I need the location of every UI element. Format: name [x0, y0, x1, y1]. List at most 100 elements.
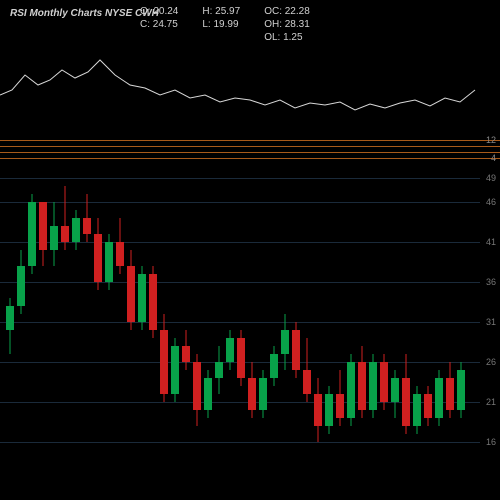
candle — [369, 170, 377, 490]
candle-body — [215, 362, 223, 378]
candle — [116, 170, 124, 490]
candle-body — [17, 266, 25, 306]
candle-body — [270, 354, 278, 378]
y-axis-label: 31 — [486, 317, 496, 327]
candle-body — [204, 378, 212, 410]
candle — [149, 170, 157, 490]
candle-body — [325, 394, 333, 426]
candle — [248, 170, 256, 490]
candle-body — [446, 378, 454, 410]
candle-body — [314, 394, 322, 426]
candle-body — [402, 378, 410, 426]
candle — [127, 170, 135, 490]
candle-body — [248, 378, 256, 410]
candle — [292, 170, 300, 490]
candle — [50, 170, 58, 490]
candle-body — [61, 226, 69, 242]
candle-body — [435, 378, 443, 418]
y-axis-label: 49 — [486, 173, 496, 183]
separator-line — [0, 146, 500, 147]
candle — [215, 170, 223, 490]
candle-body — [193, 362, 201, 410]
y-axis-label: 21 — [486, 397, 496, 407]
candle — [61, 170, 69, 490]
candle-body — [457, 370, 465, 410]
candle — [325, 170, 333, 490]
separator-label: 12 — [486, 135, 496, 145]
candle — [314, 170, 322, 490]
candle-body — [171, 346, 179, 394]
candle-body — [160, 330, 168, 394]
candle-body — [28, 202, 36, 266]
candle-body — [237, 338, 245, 378]
candle — [303, 170, 311, 490]
candle-body — [303, 370, 311, 394]
stat-c: C: 24.75 — [140, 19, 178, 30]
candle — [358, 170, 366, 490]
candle-body — [138, 274, 146, 322]
candle — [435, 170, 443, 490]
candle-body — [127, 266, 135, 322]
y-axis-label: 36 — [486, 277, 496, 287]
y-axis-label: 26 — [486, 357, 496, 367]
candle — [347, 170, 355, 490]
y-axis-label: 41 — [486, 237, 496, 247]
separator-line — [0, 140, 500, 141]
candle — [171, 170, 179, 490]
separator-line — [0, 158, 500, 159]
candle — [226, 170, 234, 490]
candle-body — [72, 218, 80, 242]
candlestick-series — [0, 170, 480, 490]
candle — [160, 170, 168, 490]
candle-body — [50, 226, 58, 250]
candle — [336, 170, 344, 490]
candle-body — [182, 346, 190, 362]
candle — [83, 170, 91, 490]
candle-body — [292, 330, 300, 370]
candle-body — [424, 394, 432, 418]
candle-body — [94, 234, 102, 282]
candle — [6, 170, 14, 490]
candle — [402, 170, 410, 490]
candle — [193, 170, 201, 490]
candle — [413, 170, 421, 490]
candle-body — [369, 362, 377, 410]
candle-body — [226, 338, 234, 362]
candle — [72, 170, 80, 490]
candle-body — [380, 362, 388, 402]
stat-oc: OC: 22.28 — [264, 6, 310, 17]
candle — [281, 170, 289, 490]
candle-body — [116, 242, 124, 266]
candle-body — [6, 306, 14, 330]
ohlc-stats: O: 20.24 H: 25.97 OC: 22.28 C: 24.75 L: … — [140, 6, 310, 43]
candle-body — [281, 330, 289, 354]
candle-body — [413, 394, 421, 426]
stat-o: O: 20.24 — [140, 6, 178, 17]
candle-body — [105, 242, 113, 282]
y-axis-label: 16 — [486, 437, 496, 447]
candle-body — [149, 274, 157, 330]
candle — [39, 170, 47, 490]
candle — [270, 170, 278, 490]
stat-h: H: 25.97 — [202, 6, 240, 17]
price-panel: 49 46 41 36 31 26 21 16 — [0, 170, 500, 490]
candle — [17, 170, 25, 490]
candle-body — [336, 394, 344, 418]
y-axis-label: 46 — [486, 197, 496, 207]
candle — [446, 170, 454, 490]
candle-body — [391, 378, 399, 402]
candle — [259, 170, 267, 490]
candle-body — [83, 218, 91, 234]
candle — [138, 170, 146, 490]
indicator-line — [0, 60, 475, 110]
candle-body — [259, 378, 267, 410]
indicator-panel — [0, 40, 480, 140]
separator-line — [0, 152, 500, 153]
chart-title: RSI Monthly Charts NYSE CWH — [10, 8, 159, 19]
candle — [204, 170, 212, 490]
candle — [237, 170, 245, 490]
candle — [457, 170, 465, 490]
candle — [94, 170, 102, 490]
stat-l: L: 19.99 — [202, 19, 240, 30]
separator-label: 4 — [491, 153, 496, 163]
